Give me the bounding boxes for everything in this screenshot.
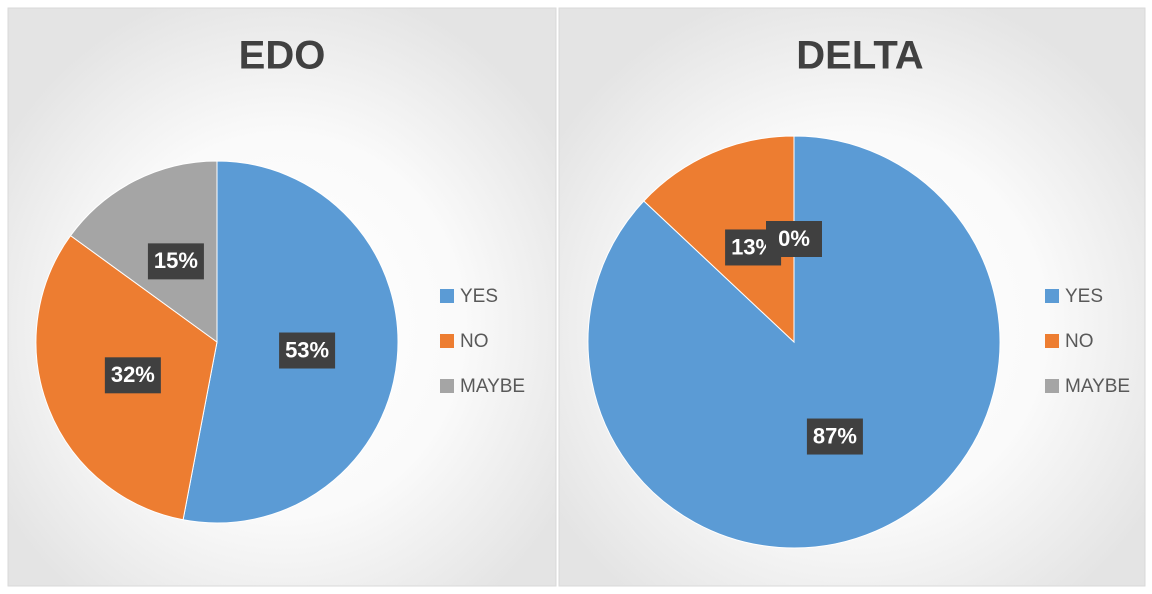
pie-slice [587,135,1001,549]
chart-title: DELTA [796,34,923,78]
legend-label: YES [460,286,498,307]
legend-label: NO [1065,331,1094,352]
legend-swatch [1045,289,1059,303]
legend-swatch [440,334,454,348]
data-label: 0% [778,226,810,251]
legend-label: MAYBE [460,376,525,397]
data-label-box [806,418,863,455]
legend-label: YES [1065,286,1103,307]
chart-title: EDO [239,34,326,78]
data-label-box [279,332,336,369]
pie-slice [643,135,795,344]
legend-swatch [440,289,454,303]
data-label-box [766,221,822,257]
legend-swatch [1045,334,1059,348]
data-label-box [147,243,204,280]
legend-label: NO [460,331,489,352]
legend-label: MAYBE [1065,376,1130,397]
legend-swatch [440,379,454,393]
data-label: 15% [154,248,198,273]
pie-slice [69,160,218,343]
data-label: 87% [813,423,857,448]
data-label: 53% [285,337,329,362]
legend-swatch [1045,379,1059,393]
data-label: 32% [111,362,155,387]
data-label-box [104,357,161,394]
